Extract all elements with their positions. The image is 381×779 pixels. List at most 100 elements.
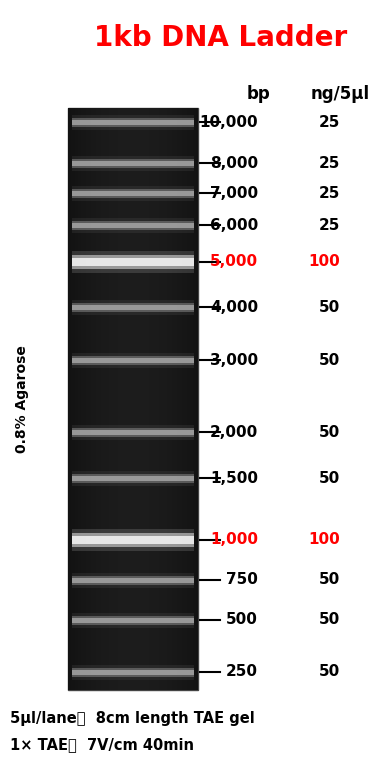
Bar: [180, 108, 182, 690]
Bar: [125, 108, 126, 690]
Bar: [182, 108, 183, 690]
Bar: [101, 108, 102, 690]
Text: 25: 25: [319, 115, 340, 129]
Bar: [72, 353, 194, 368]
Bar: [128, 108, 130, 690]
Bar: [167, 108, 169, 690]
Bar: [72, 355, 194, 365]
Bar: [72, 358, 194, 362]
Bar: [136, 108, 138, 690]
Text: 500: 500: [226, 612, 258, 628]
Bar: [73, 108, 75, 690]
Bar: [130, 108, 131, 690]
Bar: [147, 108, 149, 690]
Text: 10,000: 10,000: [199, 115, 258, 129]
Bar: [92, 108, 94, 690]
Bar: [88, 108, 89, 690]
Bar: [72, 664, 194, 679]
Bar: [94, 108, 96, 690]
Text: 100: 100: [308, 255, 340, 270]
Bar: [159, 108, 161, 690]
Bar: [72, 251, 194, 273]
Bar: [72, 185, 194, 200]
Text: 50: 50: [319, 471, 340, 485]
Bar: [86, 108, 88, 690]
Bar: [75, 108, 76, 690]
Bar: [91, 108, 92, 690]
Bar: [172, 108, 174, 690]
Bar: [72, 471, 194, 485]
Text: 2,000: 2,000: [210, 425, 258, 439]
Bar: [72, 302, 194, 312]
Bar: [99, 108, 101, 690]
Text: ng/5μl: ng/5μl: [311, 85, 370, 103]
Bar: [96, 108, 97, 690]
Bar: [165, 108, 167, 690]
Bar: [123, 108, 125, 690]
Text: 3,000: 3,000: [210, 353, 258, 368]
Bar: [72, 217, 194, 232]
Bar: [161, 108, 162, 690]
Bar: [72, 475, 194, 481]
Bar: [83, 108, 84, 690]
Bar: [143, 108, 144, 690]
Text: 50: 50: [319, 573, 340, 587]
Bar: [72, 474, 194, 482]
Text: 100: 100: [308, 533, 340, 548]
Bar: [139, 108, 141, 690]
Bar: [68, 108, 198, 690]
Bar: [141, 108, 143, 690]
Bar: [169, 108, 170, 690]
Bar: [133, 108, 134, 690]
Bar: [72, 577, 194, 583]
Bar: [72, 118, 194, 126]
Text: 1kb DNA Ladder: 1kb DNA Ladder: [94, 24, 347, 52]
Bar: [79, 108, 81, 690]
Bar: [195, 108, 196, 690]
Text: 50: 50: [319, 299, 340, 315]
Text: 1× TAE，  7V/cm 40min: 1× TAE， 7V/cm 40min: [10, 738, 194, 753]
Bar: [118, 108, 120, 690]
Text: 250: 250: [226, 664, 258, 679]
Text: 1,500: 1,500: [210, 471, 258, 485]
Bar: [78, 108, 79, 690]
Bar: [89, 108, 91, 690]
Text: 750: 750: [226, 573, 258, 587]
Bar: [193, 108, 195, 690]
Bar: [72, 533, 194, 547]
Text: 6,000: 6,000: [210, 217, 258, 232]
Bar: [185, 108, 187, 690]
Bar: [126, 108, 128, 690]
Bar: [188, 108, 190, 690]
Bar: [122, 108, 123, 690]
Text: 0.8% Agarose: 0.8% Agarose: [15, 345, 29, 453]
Bar: [72, 573, 194, 587]
Text: 8,000: 8,000: [210, 156, 258, 171]
Bar: [72, 305, 194, 309]
Text: 25: 25: [319, 156, 340, 171]
Bar: [146, 108, 147, 690]
Text: 5,000: 5,000: [210, 255, 258, 270]
Bar: [162, 108, 164, 690]
Text: 1,000: 1,000: [210, 533, 258, 548]
Bar: [144, 108, 146, 690]
Bar: [131, 108, 133, 690]
Bar: [187, 108, 188, 690]
Bar: [156, 108, 157, 690]
Bar: [72, 299, 194, 315]
Bar: [72, 156, 194, 171]
Bar: [117, 108, 118, 690]
Bar: [72, 618, 194, 622]
Bar: [68, 108, 70, 690]
Bar: [174, 108, 175, 690]
Bar: [72, 189, 194, 198]
Text: 50: 50: [319, 353, 340, 368]
Text: 50: 50: [319, 612, 340, 628]
Bar: [72, 255, 194, 269]
Bar: [72, 425, 194, 439]
Text: 25: 25: [319, 217, 340, 232]
Bar: [72, 668, 194, 676]
Bar: [138, 108, 139, 690]
Bar: [183, 108, 185, 690]
Bar: [72, 428, 194, 436]
